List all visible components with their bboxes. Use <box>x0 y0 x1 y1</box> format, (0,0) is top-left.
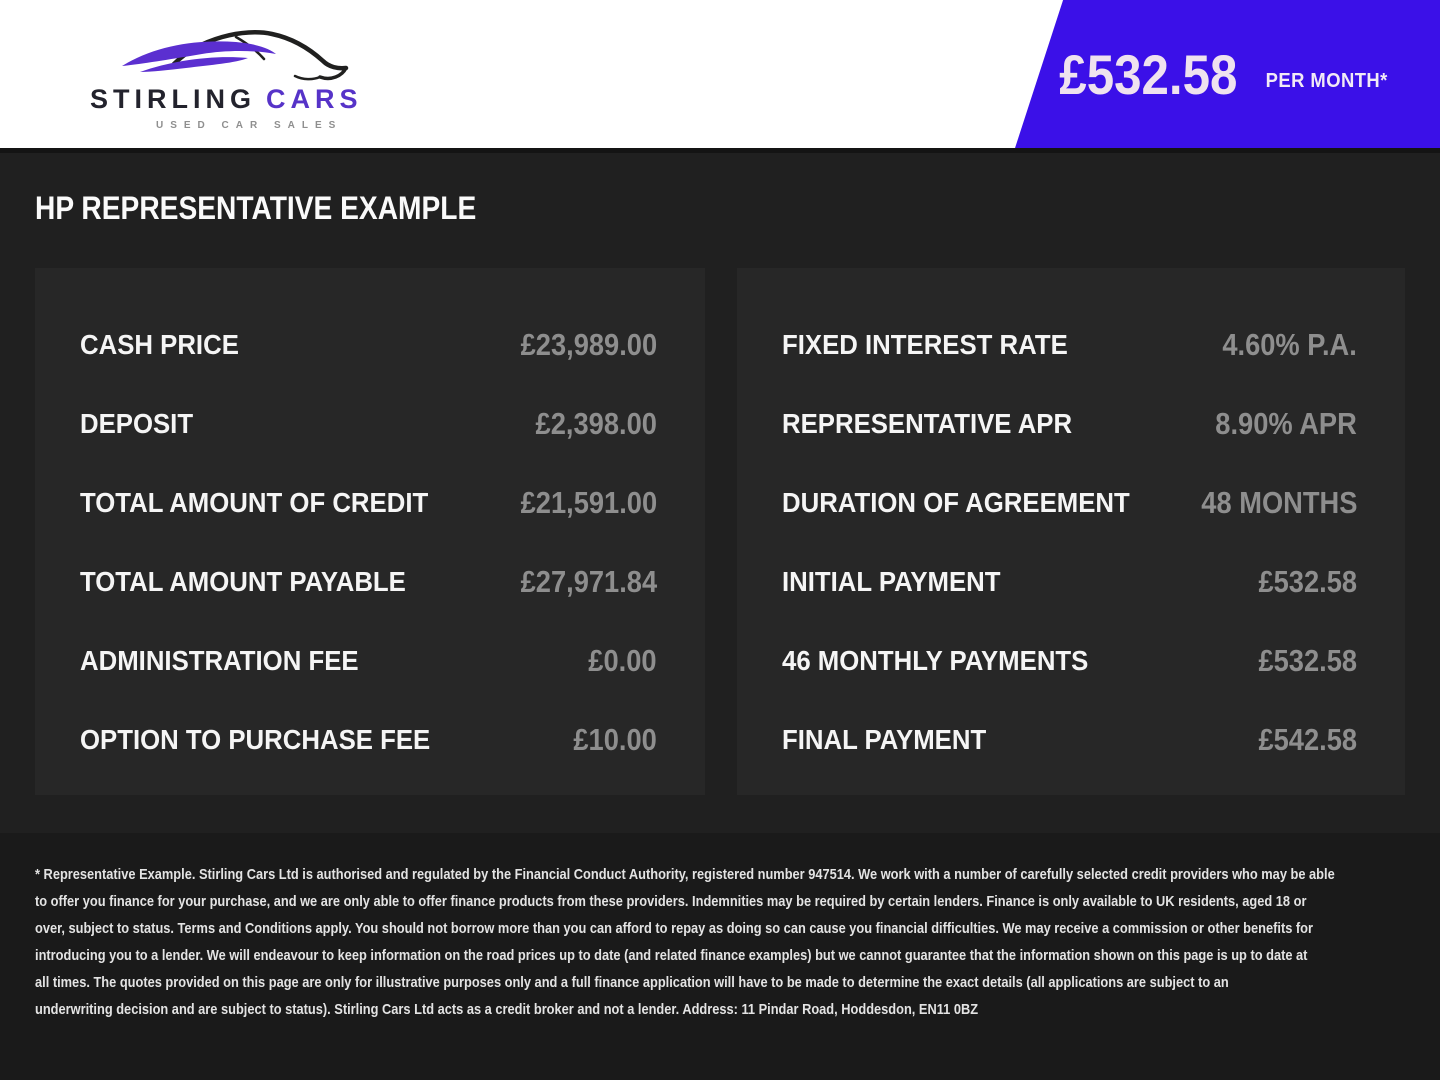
row-value: 8.90% APR <box>1215 405 1357 441</box>
row-value: 48 MONTHS <box>1200 484 1357 520</box>
row-value: £532.58 <box>1258 563 1357 599</box>
row-label: DURATION OF AGREEMENT <box>782 486 1130 518</box>
row-cash-price: CASH PRICE £23,989.00 <box>80 305 657 384</box>
logo-brand-secondary: CARS <box>266 84 363 114</box>
row-label: TOTAL AMOUNT PAYABLE <box>80 565 406 597</box>
row-label: REPRESENTATIVE APR <box>782 407 1073 439</box>
disclaimer-band: * Representative Example. Stirling Cars … <box>0 833 1440 1080</box>
row-label: CASH PRICE <box>80 328 239 360</box>
finance-panel-left: CASH PRICE £23,989.00 DEPOSIT £2,398.00 … <box>35 268 705 795</box>
disclaimer-line: all times. The quotes provided on this p… <box>35 974 1229 991</box>
row-final-payment: FINAL PAYMENT £542.58 <box>782 700 1357 779</box>
row-label: DEPOSIT <box>80 407 194 439</box>
row-value: £532.58 <box>1258 642 1357 678</box>
page-title: HP REPRESENTATIVE EXAMPLE <box>35 190 477 226</box>
disclaimer-line: underwriting decision and are subject to… <box>35 1001 979 1018</box>
row-deposit: DEPOSIT £2,398.00 <box>80 384 657 463</box>
row-value: £2,398.00 <box>535 405 657 441</box>
row-total-amount-payable: TOTAL AMOUNT PAYABLE £27,971.84 <box>80 542 657 621</box>
disclaimer-line: over, subject to status. Terms and Condi… <box>35 920 1314 937</box>
row-label: ADMINISTRATION FEE <box>80 644 359 676</box>
logo-wordmark: STIRLING CARS <box>90 84 416 115</box>
row-value: £10.00 <box>573 721 657 757</box>
car-silhouette-icon <box>122 30 349 81</box>
row-representative-apr: REPRESENTATIVE APR 8.90% APR <box>782 384 1357 463</box>
row-label: INITIAL PAYMENT <box>782 565 1001 597</box>
monthly-price-banner: £532.58 PER MONTH* <box>1015 0 1440 148</box>
header: STIRLING CARS USED CAR SALES £532.58 PER … <box>0 0 1440 148</box>
row-option-to-purchase-fee: OPTION TO PURCHASE FEE £10.00 <box>80 700 657 779</box>
row-value: £23,989.00 <box>520 326 657 362</box>
monthly-price-amount: £532.58 <box>1059 42 1238 106</box>
row-value: 4.60% P.A. <box>1222 326 1357 362</box>
disclaimer-line: to offer you finance for your purchase, … <box>35 893 1307 910</box>
row-value: £27,971.84 <box>520 563 657 599</box>
row-label: FINAL PAYMENT <box>782 723 987 755</box>
row-total-amount-of-credit: TOTAL AMOUNT OF CREDIT £21,591.00 <box>80 463 657 542</box>
row-label: FIXED INTEREST RATE <box>782 328 1068 360</box>
row-monthly-payments: 46 MONTHLY PAYMENTS £532.58 <box>782 621 1357 700</box>
row-initial-payment: INITIAL PAYMENT £532.58 <box>782 542 1357 621</box>
row-value: £0.00 <box>588 642 657 678</box>
finance-panel-right: FIXED INTEREST RATE 4.60% P.A. REPRESENT… <box>737 268 1405 795</box>
row-duration-of-agreement: DURATION OF AGREEMENT 48 MONTHS <box>782 463 1357 542</box>
dealer-logo: STIRLING CARS USED CAR SALES <box>88 8 418 140</box>
monthly-price-suffix: PER MONTH* <box>1265 69 1388 92</box>
disclaimer-line: introducing you to a lender. We will end… <box>35 947 1308 964</box>
row-label: 46 MONTHLY PAYMENTS <box>782 644 1089 676</box>
row-fixed-interest-rate: FIXED INTEREST RATE 4.60% P.A. <box>782 305 1357 384</box>
logo-brand-primary: STIRLING <box>90 84 256 114</box>
row-label: TOTAL AMOUNT OF CREDIT <box>80 486 429 518</box>
row-administration-fee: ADMINISTRATION FEE £0.00 <box>80 621 657 700</box>
row-value: £542.58 <box>1258 721 1357 757</box>
row-value: £21,591.00 <box>520 484 657 520</box>
row-label: OPTION TO PURCHASE FEE <box>80 723 431 755</box>
disclaimer-line: * Representative Example. Stirling Cars … <box>35 866 1335 883</box>
logo-tagline: USED CAR SALES <box>156 120 343 131</box>
disclaimer-text: * Representative Example. Stirling Cars … <box>35 866 1415 1028</box>
